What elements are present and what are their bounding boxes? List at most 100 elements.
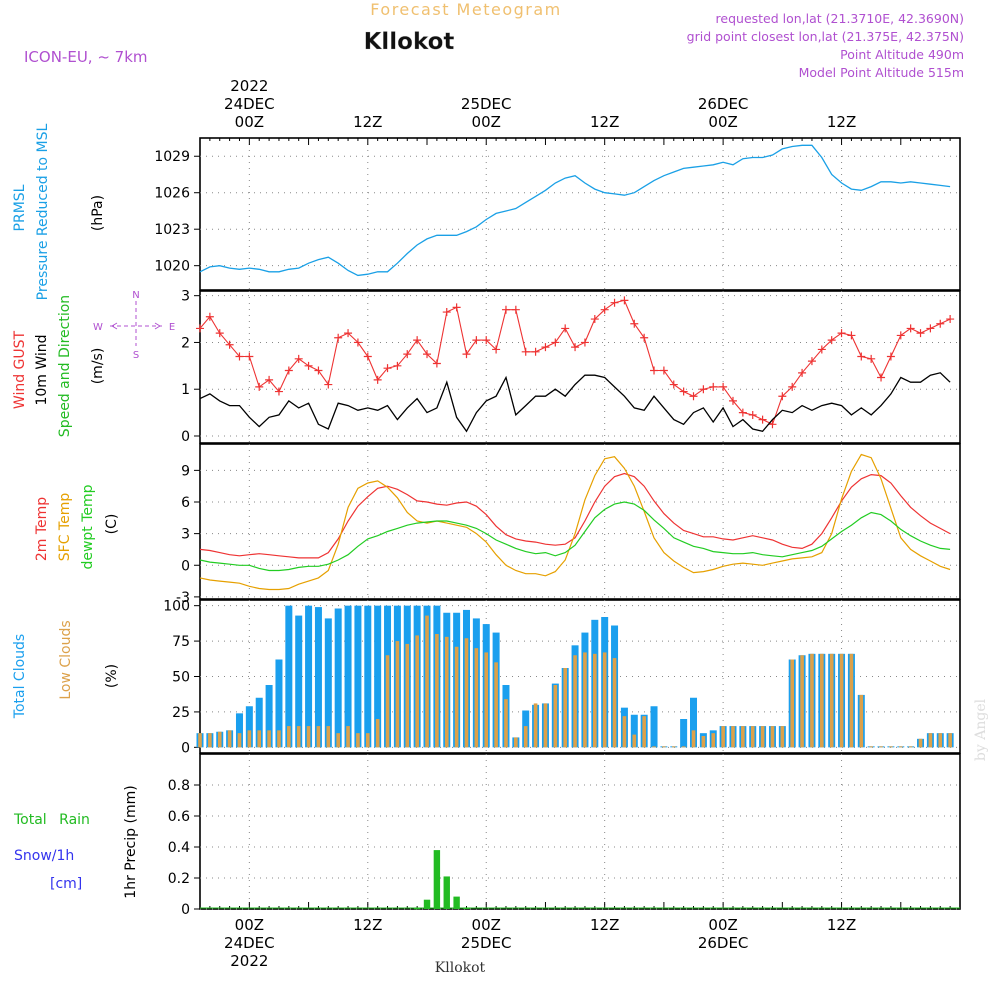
location-title: Kllokot xyxy=(364,29,455,55)
gust-marker xyxy=(610,298,619,307)
low-clouds-bar xyxy=(257,730,262,748)
total-clouds-bar xyxy=(680,719,688,748)
low-clouds-bar xyxy=(198,733,202,748)
low-clouds-bar xyxy=(681,746,686,748)
low-clouds-bar xyxy=(780,726,785,748)
gust-line xyxy=(199,299,951,426)
temp2m-line xyxy=(199,472,951,559)
top-hour-label: 00Z xyxy=(472,113,501,131)
gust-marker xyxy=(432,359,441,368)
gust-marker xyxy=(758,415,767,424)
gust-marker xyxy=(274,387,283,396)
sfc-temp-label: SFC Temp xyxy=(57,493,73,562)
sfc-temp-line xyxy=(199,453,951,591)
gust-marker xyxy=(906,324,915,333)
low-clouds-bar xyxy=(898,746,903,748)
gust-marker xyxy=(719,382,728,391)
gust-marker xyxy=(728,396,737,405)
low-clouds-bar xyxy=(908,746,913,748)
panel-temperature: -3 0 3 6 9 xyxy=(176,443,961,606)
low-clouds-bar xyxy=(918,738,923,748)
top-hour-label: 12Z xyxy=(353,113,382,131)
y-tick-label: 0 xyxy=(181,558,190,574)
gust-marker xyxy=(324,380,333,389)
low-clouds-bar xyxy=(622,716,627,748)
compass-rose: N W E S xyxy=(93,290,175,361)
gust-marker xyxy=(541,343,550,352)
low-clouds-bar xyxy=(642,716,646,748)
low-clouds-bar xyxy=(336,733,340,748)
gust-marker xyxy=(314,366,323,375)
low-clouds-bar xyxy=(573,655,577,748)
gust-marker xyxy=(748,410,757,419)
gust-marker xyxy=(659,366,668,375)
gust-marker xyxy=(798,368,807,377)
total-clouds-bar xyxy=(324,618,332,748)
gust-marker xyxy=(511,305,520,314)
y-tick-label: 75 xyxy=(172,634,190,650)
clouds-unit: (%) xyxy=(104,664,120,688)
gust-markers xyxy=(196,296,955,429)
low-clouds-bar xyxy=(375,719,380,748)
gust-marker xyxy=(847,331,856,340)
low-clouds-bar xyxy=(484,652,489,748)
pressure-label-msl: Pressure Reduced to MSL xyxy=(35,123,51,300)
low-clouds-bar xyxy=(504,699,508,748)
y-tick-label: 0.2 xyxy=(168,871,190,887)
top-year-label: 2022 xyxy=(230,77,268,95)
gust-marker xyxy=(867,354,876,363)
y-tick-label: 1029 xyxy=(154,149,190,165)
dewpt-label: dewpt Temp xyxy=(80,484,96,569)
total-clouds-bar xyxy=(354,605,362,748)
bottom-hour-label: 00Z xyxy=(235,916,264,934)
low-clouds-bar xyxy=(671,746,676,748)
bottom-hour-label: 12Z xyxy=(590,916,619,934)
low-clouds-bar xyxy=(494,662,498,748)
y-tick-label: 0.6 xyxy=(168,809,190,825)
low-clouds-bar xyxy=(296,726,301,748)
bottom-date-label: 26DEC xyxy=(698,934,749,952)
gust-marker xyxy=(245,352,254,361)
low-clouds-bar xyxy=(810,653,814,748)
total-clouds-bar xyxy=(305,605,313,748)
gust-marker xyxy=(709,382,718,391)
low-clouds-bar xyxy=(662,746,666,748)
panel-wind: 0 1 2 3 xyxy=(181,289,961,445)
requested-coords: requested lon,lat (21.3710E, 42.3690N) xyxy=(716,11,964,26)
gust-marker xyxy=(452,303,461,312)
y-tick-label: 0 xyxy=(181,902,190,918)
gust-marker xyxy=(492,345,501,354)
low-clouds-bar xyxy=(593,653,597,748)
bottom-hour-label: 00Z xyxy=(472,916,501,934)
low-clouds-bar xyxy=(533,703,538,748)
y-tick-label: 9 xyxy=(181,463,190,479)
low-clouds-bar xyxy=(395,641,400,748)
credit-watermark: by Angel xyxy=(973,698,989,761)
y-tick-label: 100 xyxy=(163,599,190,615)
low-clouds-bar xyxy=(691,730,696,748)
low-clouds-bar xyxy=(869,746,873,748)
y-tick-label: 50 xyxy=(172,670,190,686)
low-clouds-bar xyxy=(316,726,321,748)
footer-location: Kllokot xyxy=(435,960,486,976)
wind-10m-label: 10m Wind xyxy=(34,334,50,405)
snow-label: Snow/1h xyxy=(14,848,74,864)
gust-marker xyxy=(699,385,708,394)
low-clouds-bar xyxy=(247,730,252,748)
low-clouds-bar xyxy=(464,638,469,748)
gust-marker xyxy=(886,352,895,361)
rain-bar xyxy=(413,908,421,910)
low-clouds-bar xyxy=(227,730,232,748)
top-date-label: 24DEC xyxy=(224,95,275,113)
gust-marker xyxy=(373,375,382,384)
low-clouds-bar xyxy=(701,736,706,748)
gust-marker xyxy=(413,336,422,345)
gust-marker xyxy=(837,329,846,338)
temp2m-label: 2m Temp xyxy=(34,497,50,561)
low-clouds-bar xyxy=(583,652,587,748)
gust-marker xyxy=(304,361,313,370)
gust-marker xyxy=(561,324,570,333)
gust-marker xyxy=(225,340,234,349)
y-tick-label: 0.4 xyxy=(168,840,190,856)
